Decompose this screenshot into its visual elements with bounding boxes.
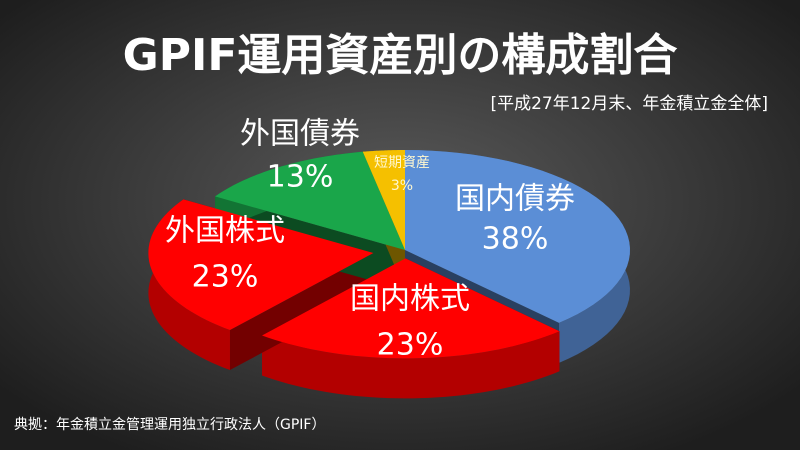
slice-label: 外国株式 [165, 214, 285, 249]
slice-label: 短期資産 [374, 155, 430, 171]
value-label: 23% [377, 328, 444, 363]
value-label: 38% [482, 222, 549, 257]
slice-label: 国内株式 [350, 282, 470, 317]
slice [362, 150, 405, 250]
slice [405, 150, 630, 323]
slice-side [262, 331, 560, 399]
value-label: 23% [192, 260, 259, 295]
slice [262, 258, 560, 359]
slice [215, 151, 405, 250]
slice-label: 国内債券 [455, 182, 575, 217]
slice [148, 199, 374, 331]
slice-label: 外国債券 [240, 117, 360, 152]
chart-title: GPIF運用資産別の構成割合 [123, 30, 678, 81]
source: 典拠：年金積立金管理運用独立行政法人（GPIF） [14, 417, 325, 433]
value-label: 3% [391, 178, 413, 194]
subtitle: [平成27年12月末、年金積立金全体] [490, 94, 768, 114]
value-label: 13% [267, 160, 334, 195]
